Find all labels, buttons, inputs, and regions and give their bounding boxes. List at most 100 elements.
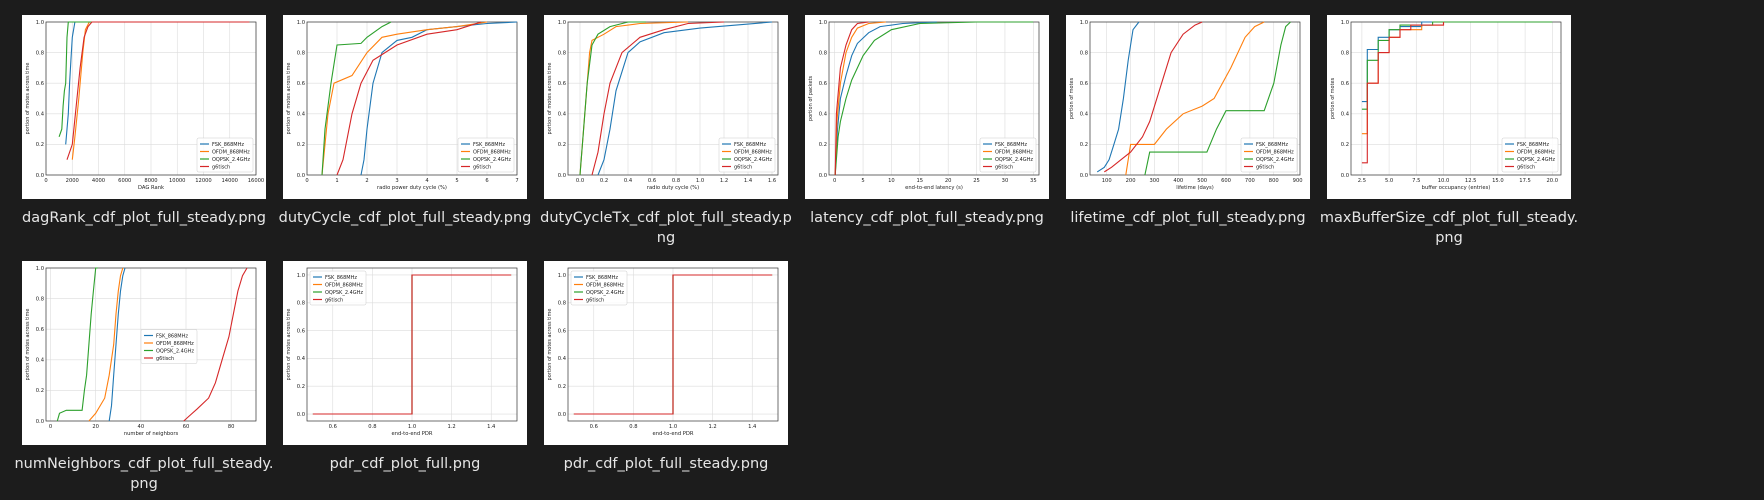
legend-label: OFDM_868MHz bbox=[473, 149, 511, 155]
y-axis-label: portion of motes bbox=[1330, 77, 1336, 119]
y-axis-label: portion of motes across time bbox=[25, 309, 31, 381]
legend-label: FSK_868MHz bbox=[1256, 142, 1288, 148]
y-tick-label: 0.4 bbox=[558, 112, 567, 118]
legend-label: OFDM_868MHz bbox=[1517, 149, 1555, 155]
y-axis-label: portion of motes across time bbox=[25, 63, 31, 135]
plot-svg: 2.5 5.0 7.5 10.0 12.5 15.0 17.5 20.0 0.0 0.2 0.4 0.… bbox=[1330, 20, 1562, 191]
x-tick-label: 1.4 bbox=[748, 424, 757, 430]
x-tick-label: 60 bbox=[183, 424, 190, 430]
series-line-OQPSK_2.4GHz bbox=[1144, 21, 1291, 176]
x-tick-label: 0.4 bbox=[624, 178, 633, 184]
series-line-OFDM_868MHz bbox=[579, 21, 689, 176]
series-line-g6tisch bbox=[591, 21, 725, 176]
x-tick-label: 800 bbox=[1269, 178, 1279, 184]
x-tick-label: 900 bbox=[1293, 178, 1303, 184]
y-tick-label: 0.8 bbox=[36, 50, 44, 56]
series-line-OQPSK_2.4GHz bbox=[1361, 21, 1553, 110]
y-tick-label: 0.6 bbox=[558, 328, 566, 334]
x-tick-label: 600 bbox=[1221, 178, 1231, 184]
y-tick-label: 0.6 bbox=[1080, 81, 1088, 87]
thumbnail-image: 0.6 0.8 1.0 1.2 1.4 0.0 0.2 0.4 0.6 0.8 1.0 end-to-… bbox=[283, 261, 527, 445]
legend-label: g6tisch bbox=[325, 297, 343, 303]
y-tick-label: 0.8 bbox=[1341, 50, 1349, 56]
x-tick-label: 0 bbox=[833, 178, 836, 184]
thumbnail-image: 100 200 300 400 500 600 700 800 900 0.0 0.2 0.4 0.6 0… bbox=[1066, 15, 1310, 199]
legend-label: OQPSK_2.4GHz bbox=[156, 348, 194, 354]
x-tick-label: 400 bbox=[1173, 178, 1183, 184]
y-tick-label: 1.0 bbox=[819, 20, 827, 26]
plot-svg: 0 5 10 15 20 25 30 35 0.0 0.2 0.4 0.6 0.8 1.0 end-to-e… bbox=[808, 20, 1040, 191]
y-tick-label: 0.8 bbox=[297, 50, 305, 56]
y-tick-label: 0.8 bbox=[558, 50, 566, 56]
y-tick-label: 1.0 bbox=[558, 20, 566, 26]
thumbnail-image: 0 2000 4000 6000 8000 10000 12000 14000 16000 0.0… bbox=[22, 15, 266, 199]
x-tick-label: 2 bbox=[365, 178, 368, 184]
x-tick-label: 15.0 bbox=[1492, 178, 1504, 184]
series-line-g6tisch bbox=[336, 21, 482, 176]
y-tick-label: 0.0 bbox=[297, 173, 305, 179]
legend-label: OFDM_868MHz bbox=[1256, 149, 1294, 155]
x-tick-label: 10 bbox=[888, 178, 895, 184]
thumbnail-image: 0.0 0.2 0.4 0.6 0.8 1.0 1.2 1.4 1.6 0.0 0.2 0.4 0.6 0… bbox=[544, 15, 788, 199]
thumbnail-image: 0 5 10 15 20 25 30 35 0.0 0.2 0.4 0.6 0.8 1.0 end-to-e… bbox=[805, 15, 1049, 199]
y-tick-label: 0.0 bbox=[1341, 173, 1349, 179]
plot-svg: 0 1 2 3 4 5 6 7 0.0 0.2 0.4 0.6 0.8 1.0 radio power du… bbox=[286, 20, 519, 191]
file-name: latency_cdf_plot_full_steady.png bbox=[810, 210, 1044, 226]
x-axis-label: DAG Rank bbox=[138, 185, 164, 191]
series-line-OFDM_868MHz bbox=[834, 21, 886, 176]
x-tick-label: 8000 bbox=[144, 178, 157, 184]
y-tick-label: 1.0 bbox=[297, 20, 305, 26]
legend-box bbox=[457, 137, 515, 173]
x-axis-label: radio duty cycle (%) bbox=[647, 185, 699, 191]
x-tick-label: 80 bbox=[228, 424, 235, 430]
legend-label: FSK_868MHz bbox=[734, 142, 766, 148]
legend-box bbox=[196, 137, 254, 173]
legend-label: OFDM_868MHz bbox=[325, 282, 363, 288]
x-tick-label: 1 bbox=[335, 178, 338, 184]
x-tick-label: 6000 bbox=[118, 178, 131, 184]
x-tick-label: 0.8 bbox=[629, 424, 637, 430]
legend-label: g6tisch bbox=[586, 297, 604, 303]
legend-label: OFDM_868MHz bbox=[156, 341, 194, 347]
plot-svg: 0 2000 4000 6000 8000 10000 12000 14000 16000 0.0… bbox=[25, 20, 264, 191]
x-tick-label: 500 bbox=[1197, 178, 1207, 184]
legend-label: OQPSK_2.4GHz bbox=[1256, 157, 1294, 163]
legend-box bbox=[570, 270, 628, 306]
x-tick-label: 300 bbox=[1149, 178, 1159, 184]
legend-label: OQPSK_2.4GHz bbox=[995, 157, 1033, 163]
x-tick-label: 2.5 bbox=[1358, 178, 1366, 184]
x-tick-label: 17.5 bbox=[1519, 178, 1531, 184]
x-tick-label: 0 bbox=[305, 178, 308, 184]
y-tick-label: 1.0 bbox=[36, 20, 44, 26]
x-tick-label: 1.2 bbox=[447, 424, 455, 430]
thumbnail-image: 0 1 2 3 4 5 6 7 0.0 0.2 0.4 0.6 0.8 1.0 radio power du… bbox=[283, 15, 527, 199]
y-tick-label: 0.4 bbox=[297, 112, 306, 118]
x-tick-label: 10.0 bbox=[1438, 178, 1450, 184]
y-tick-label: 0.4 bbox=[1341, 112, 1350, 118]
x-tick-label: 20 bbox=[945, 178, 952, 184]
x-axis-label: lifetime (days) bbox=[1176, 185, 1214, 191]
x-tick-label: 0 bbox=[49, 424, 52, 430]
y-tick-label: 0.4 bbox=[1080, 112, 1089, 118]
y-tick-label: 1.0 bbox=[36, 266, 44, 272]
file-name: dutyCycle_cdf_plot_full_steady.png bbox=[278, 210, 532, 226]
file-name: maxBufferSize_cdf_plot_full_steady.png bbox=[1319, 210, 1579, 246]
x-tick-label: 6 bbox=[485, 178, 488, 184]
legend-label: OFDM_868MHz bbox=[995, 149, 1033, 155]
x-tick-label: 40 bbox=[138, 424, 145, 430]
legend-label: g6tisch bbox=[1517, 164, 1535, 170]
y-tick-label: 0.6 bbox=[819, 81, 827, 87]
x-tick-label: 1.2 bbox=[708, 424, 716, 430]
x-tick-label: 0.6 bbox=[648, 178, 656, 184]
series-line-FSK_868MHz bbox=[597, 21, 773, 176]
x-tick-label: 0 bbox=[44, 178, 47, 184]
x-tick-label: 5.0 bbox=[1385, 178, 1393, 184]
y-axis-label: portion of motes across time bbox=[547, 309, 553, 381]
file-name: dagRank_cdf_plot_full_steady.png bbox=[22, 210, 266, 226]
y-tick-label: 0.2 bbox=[1341, 142, 1349, 148]
x-tick-label: 1.0 bbox=[669, 424, 677, 430]
x-axis-label: end-to-end PDR bbox=[653, 431, 694, 437]
x-tick-label: 12000 bbox=[195, 178, 212, 184]
x-tick-label: 1.6 bbox=[768, 178, 776, 184]
y-tick-label: 0.6 bbox=[558, 81, 566, 87]
